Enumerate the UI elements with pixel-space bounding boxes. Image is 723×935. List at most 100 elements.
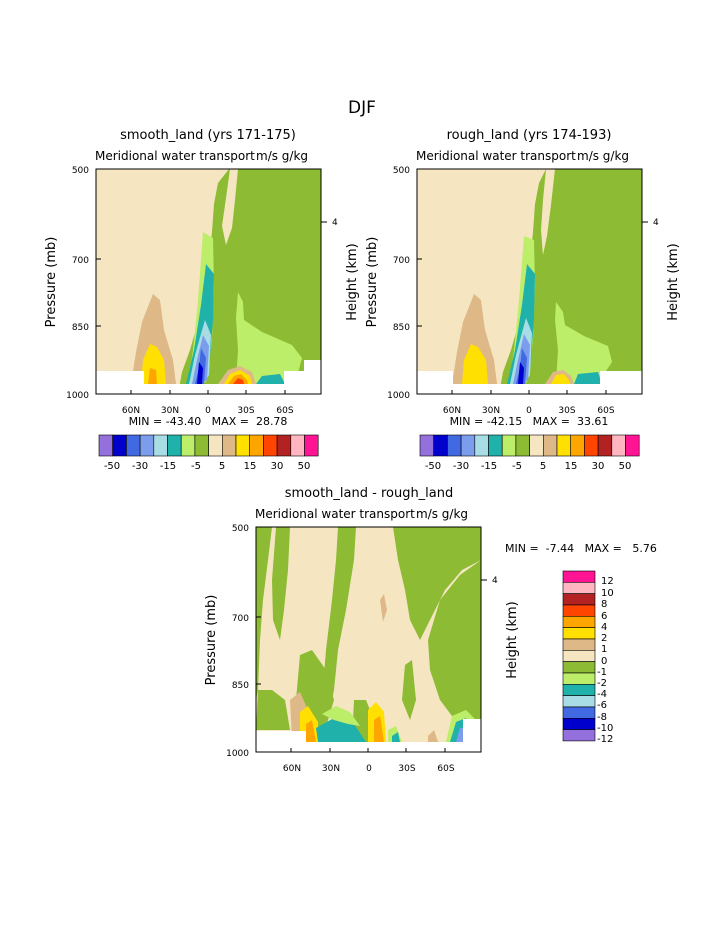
panel-smooth: smooth_land (yrs 171-175) Meridional wat… <box>44 128 360 472</box>
y-axis-label: Pressure (mb) <box>44 237 59 328</box>
colorbar-label: 2 <box>601 633 607 644</box>
colorbar-label: 15 <box>244 461 257 472</box>
colorbar-swatch <box>584 434 599 457</box>
contour-pos-1 <box>380 594 387 622</box>
colorbar-swatch <box>562 717 596 730</box>
right-axis: 4 Height (km) <box>321 218 360 321</box>
colorbar-swatch <box>562 627 596 640</box>
colorbar <box>419 434 640 457</box>
right-tick-label: 4 <box>332 218 338 228</box>
colorbar-label: -50 <box>425 461 441 472</box>
xtick-label: 30S <box>558 406 575 416</box>
contour-neg-1 <box>393 527 481 640</box>
colorbar-swatch <box>222 434 237 457</box>
x-axis: 60N 30N 0 30S 60S <box>443 390 615 416</box>
colorbar-swatch <box>488 434 503 457</box>
colorbar-swatch <box>562 570 596 583</box>
colorbar-label: 5 <box>540 461 546 472</box>
colorbar-swatch <box>529 434 544 457</box>
panel-rough: rough_land (yrs 174-193) Meridional wate… <box>365 128 681 472</box>
ground-mask-bottom <box>417 384 642 394</box>
colorbar-label: 5 <box>219 461 225 472</box>
colorbar-swatch <box>562 706 596 719</box>
colorbar-swatch <box>562 581 596 594</box>
colorbar-swatch <box>276 434 292 457</box>
colorbar-label: -30 <box>132 461 148 472</box>
panel-title: smooth_land - rough_land <box>285 486 454 501</box>
colorbar-label: 30 <box>271 461 284 472</box>
ground-mask-bottom <box>96 384 321 394</box>
colorbar-label: -1 <box>597 667 607 678</box>
contour-pos-30 <box>148 368 157 384</box>
contour-neg-1 <box>402 660 416 720</box>
colorbar-label: 50 <box>619 461 632 472</box>
colorbar-label: -8 <box>597 712 607 723</box>
colorbar-vertical <box>562 570 596 742</box>
colorbar-label: -15 <box>160 461 176 472</box>
colorbar-label: 30 <box>592 461 605 472</box>
xtick-label: 60N <box>443 406 461 416</box>
contour-pos-sliver <box>222 169 238 245</box>
panel-diff: smooth_land - rough_land Meridional wate… <box>204 486 657 774</box>
contour-field <box>417 169 642 394</box>
colorbar-swatch <box>98 434 113 457</box>
ytick-label: 700 <box>232 614 249 624</box>
contour-pos-surface-4 <box>233 378 244 384</box>
contour-neg-2b <box>236 292 302 384</box>
colorbar-swatch <box>611 434 626 457</box>
colorbar-labels: -50 -30 -15 -5 5 15 30 50 <box>425 461 632 472</box>
min-max-stats: MIN = -42.15 MAX = 33.61 <box>450 415 609 428</box>
ytick-label: 1000 <box>66 391 89 401</box>
colorbar-swatch <box>562 672 596 685</box>
colorbar-swatch <box>167 434 182 457</box>
colorbar-label: -15 <box>481 461 497 472</box>
ytick-label: 1000 <box>226 749 249 759</box>
xtick-label: 30S <box>237 406 254 416</box>
panel-title: smooth_land (yrs 171-175) <box>120 128 296 143</box>
colorbar-swatch <box>126 434 141 457</box>
min-max-stats: MIN = -7.44 MAX = 5.76 <box>505 542 657 555</box>
contour-pos-15 <box>141 344 166 384</box>
xtick-label: 30N <box>161 406 179 416</box>
colorbar-swatch <box>570 434 585 457</box>
right-axis: 4 Height (km) <box>642 218 681 321</box>
panel-subtitle: Meridional water transport <box>416 149 576 163</box>
colorbar-swatch <box>235 434 250 457</box>
colorbar-swatch <box>501 434 517 457</box>
colorbar-swatch <box>263 434 278 457</box>
colorbar-swatch <box>139 434 155 457</box>
ytick-label: 850 <box>232 681 249 691</box>
contour-pos-4 <box>374 716 384 742</box>
contour-neg-sfc-teal <box>574 372 602 384</box>
ytick-label: 500 <box>72 166 89 176</box>
colorbar-label: 0 <box>601 656 607 667</box>
colorbar-label: -30 <box>453 461 469 472</box>
panel-subtitle: Meridional water transport <box>95 149 255 163</box>
y-axis-label: Pressure (mb) <box>365 237 380 328</box>
colorbar <box>98 434 319 457</box>
xtick-label: 30N <box>482 406 500 416</box>
xtick-label: 30N <box>322 764 340 774</box>
colorbar-swatch <box>194 434 209 457</box>
colorbar-label: -5 <box>191 461 201 472</box>
right-axis: 4 Height (km) <box>481 576 520 679</box>
colorbar-swatch <box>515 434 530 457</box>
colorbar-swatch <box>562 695 596 708</box>
ytick-label: 850 <box>72 323 89 333</box>
contour-neg-4 <box>392 732 400 742</box>
colorbar-label: 50 <box>298 461 311 472</box>
colorbar-label: 6 <box>601 611 607 622</box>
colorbar-label: -5 <box>512 461 522 472</box>
contour-neg-1 <box>499 169 642 394</box>
ytick-label: 700 <box>72 256 89 266</box>
ytick-label: 500 <box>393 166 410 176</box>
colorbar-swatch <box>153 434 168 457</box>
x-axis: 60N 30N 0 30S 60S <box>122 390 294 416</box>
right-axis-label: Height (km) <box>345 243 360 320</box>
y-axis-label: Pressure (mb) <box>204 595 219 686</box>
colorbar-label: -12 <box>597 734 613 745</box>
colorbar-swatch <box>433 434 448 457</box>
right-axis-label: Height (km) <box>666 243 681 320</box>
y-axis: 500 700 850 1000 Pressure (mb) <box>44 166 101 401</box>
xtick-label: 60N <box>122 406 140 416</box>
